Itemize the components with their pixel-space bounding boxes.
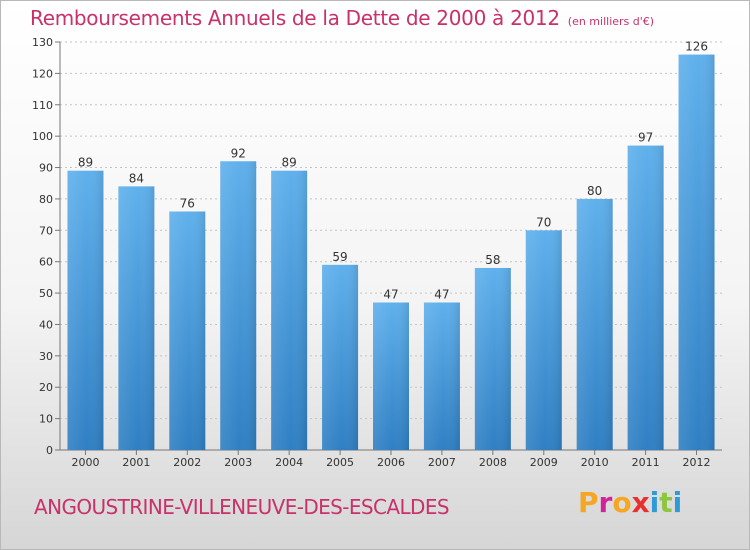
commune-name: ANGOUSTRINE-VILLENEUVE-DES-ESCALDES xyxy=(34,495,450,519)
value-label: 126 xyxy=(685,40,708,54)
x-tick-label: 2009 xyxy=(530,456,558,469)
x-tick-label: 2005 xyxy=(326,456,354,469)
y-tick-label: 80 xyxy=(39,193,53,206)
bar-shade xyxy=(118,186,155,450)
bar-shade xyxy=(474,267,511,450)
logo-letter: i xyxy=(649,486,660,519)
value-label: 97 xyxy=(638,131,653,145)
x-tick-label: 2008 xyxy=(479,456,507,469)
x-tick-label: 2012 xyxy=(683,456,711,469)
x-tick-label: 2002 xyxy=(173,456,201,469)
labels: 89 84 76 92 89 59 47 47 58 70 80 97 126 xyxy=(78,40,708,302)
logo-letter: i xyxy=(672,486,683,519)
value-label: 47 xyxy=(383,287,398,301)
proxiti-logo: Proxiti xyxy=(578,486,682,519)
bar-shade xyxy=(525,230,562,450)
x-tick-label: 2006 xyxy=(377,456,405,469)
x-tick-label: 2010 xyxy=(581,456,609,469)
logo-letter: t xyxy=(659,486,673,519)
y-tick-label: 100 xyxy=(32,130,53,143)
y-tick-label: 120 xyxy=(32,67,53,80)
logo-letter: P xyxy=(578,486,599,519)
value-label: 58 xyxy=(485,253,500,267)
value-label: 59 xyxy=(332,250,347,264)
logo-letter: o xyxy=(612,486,632,519)
bar-shade xyxy=(322,264,359,450)
y-tick-label: 10 xyxy=(39,413,53,426)
y-tick-label: 90 xyxy=(39,162,53,175)
x-tick-label: 2004 xyxy=(275,456,303,469)
bars xyxy=(67,54,715,451)
value-label: 89 xyxy=(78,156,93,170)
y-tick-label: 130 xyxy=(32,36,53,49)
x-tick-label: 2000 xyxy=(71,456,99,469)
y-tick-label: 70 xyxy=(39,224,53,237)
value-label: 92 xyxy=(231,146,246,160)
y-tick-label: 20 xyxy=(39,381,53,394)
x-tick-label: 2003 xyxy=(224,456,252,469)
bar-shade xyxy=(576,198,613,450)
value-label: 80 xyxy=(587,184,602,198)
chart-subtitle: (en milliers d'€) xyxy=(567,15,655,28)
bar-shade xyxy=(169,211,206,450)
bar-shade xyxy=(271,170,308,450)
value-label: 76 xyxy=(180,196,195,210)
bar-shade xyxy=(423,302,460,450)
y-tick-label: 60 xyxy=(39,256,53,269)
logo-letter: r xyxy=(598,486,613,519)
bar-shade xyxy=(67,170,104,450)
x-tick-label: 2011 xyxy=(632,456,660,469)
y-tick-label: 40 xyxy=(39,318,53,331)
bar-shade xyxy=(373,302,409,450)
y-tick-label: 110 xyxy=(32,99,53,112)
y-tick-label: 50 xyxy=(39,287,53,300)
chart-title: Remboursements Annuels de la Dette de 20… xyxy=(30,6,560,30)
value-label: 47 xyxy=(434,287,449,301)
value-label: 70 xyxy=(536,215,551,229)
value-label: 84 xyxy=(129,171,144,185)
y-tick-label: 30 xyxy=(39,350,53,363)
bar-shade xyxy=(627,145,664,451)
logo-letter: x xyxy=(631,486,650,519)
chart-header: Remboursements Annuels de la Dette de 20… xyxy=(30,6,654,30)
x-tick-label: 2001 xyxy=(122,456,150,469)
bar-shade xyxy=(220,161,257,450)
bar-shade xyxy=(678,54,715,451)
y-tick-label: 0 xyxy=(46,444,53,457)
value-label: 89 xyxy=(282,156,297,170)
x-tick-label: 2007 xyxy=(428,456,456,469)
